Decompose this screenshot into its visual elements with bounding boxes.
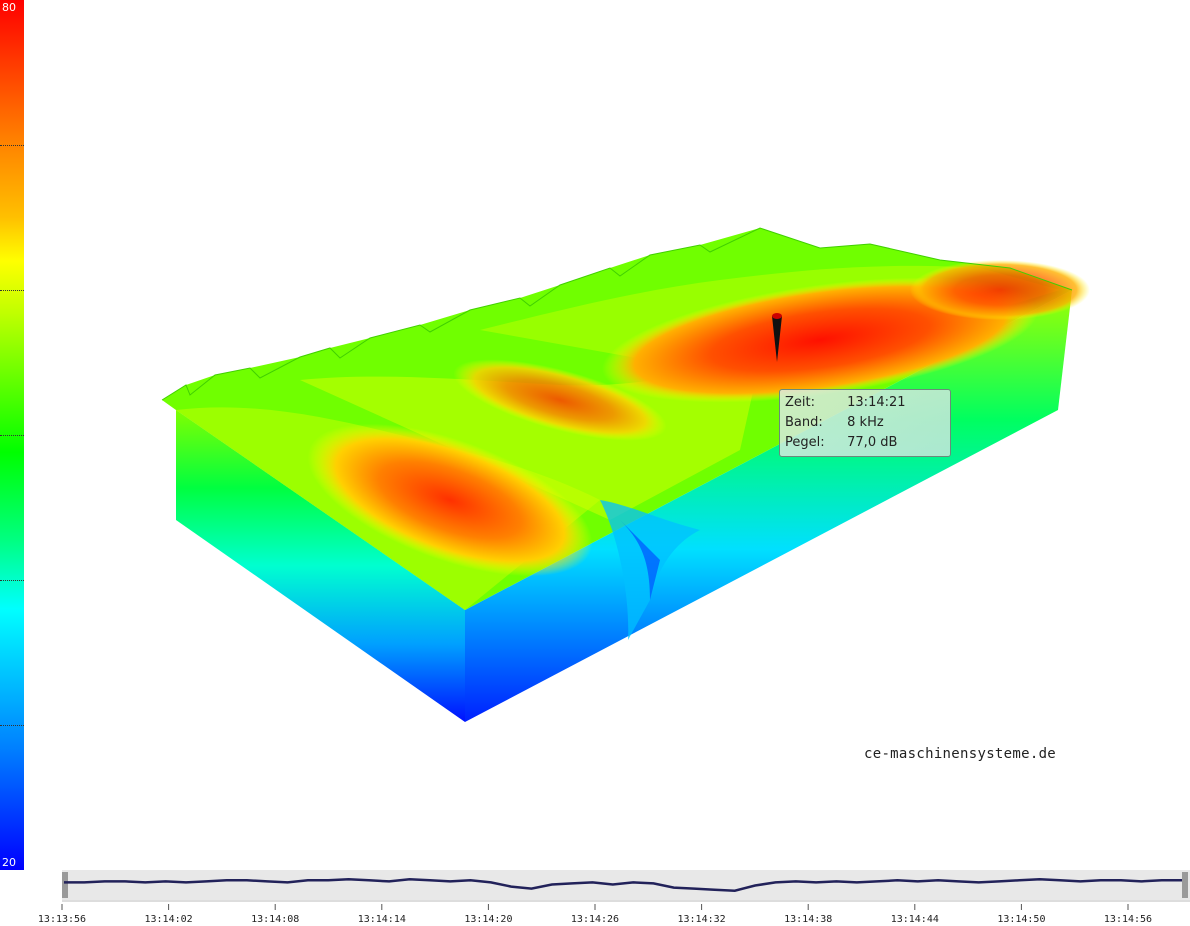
surface-front-face bbox=[176, 410, 465, 722]
hot-zone-right bbox=[602, 277, 1038, 403]
timeline-tick-label: 13:14:08 bbox=[251, 914, 299, 925]
timeline-tick-label: 13:14:14 bbox=[358, 914, 406, 925]
tooltip-band-key: Band: bbox=[785, 415, 823, 430]
color-scale-tick bbox=[0, 725, 24, 726]
hot-zone-middle bbox=[453, 359, 667, 441]
tooltip-level-value: 77,0 dB bbox=[847, 435, 898, 450]
tooltip-band-value: 8 kHz bbox=[847, 415, 884, 430]
timeline-tick-label: 13:14:44 bbox=[891, 914, 939, 925]
timeline-overview[interactable]: 13:13:56 13:14:02 13:14:08 13:14:14 13:14:20… bbox=[0, 868, 1190, 926]
timeline-tick-label: 13:14:38 bbox=[784, 914, 832, 925]
surface-valley bbox=[620, 520, 660, 600]
color-scale-tick bbox=[0, 435, 24, 436]
timeline-right-handle[interactable] bbox=[1182, 872, 1188, 898]
tooltip-time-key: Zeit: bbox=[785, 395, 815, 410]
timeline-tick-label: 13:14:50 bbox=[997, 914, 1045, 925]
timeline-level-trace bbox=[64, 878, 1182, 892]
timeline-tick-label: 13:14:32 bbox=[678, 914, 726, 925]
cursor-marker-head bbox=[772, 313, 782, 319]
timeline-tick-label: 13:13:56 bbox=[38, 914, 86, 925]
timeline-tick-label: 13:14:20 bbox=[464, 914, 512, 925]
timeline-tick-label: 13:14:26 bbox=[571, 914, 619, 925]
watermark-text: ce-maschinensysteme.de bbox=[864, 746, 1057, 762]
color-scale-tick bbox=[0, 290, 24, 291]
hot-zone-far bbox=[910, 260, 1090, 320]
surface-ridge bbox=[300, 360, 760, 520]
color-scale-min-label: 20 bbox=[2, 856, 16, 869]
tooltip-time-value: 13:14:21 bbox=[847, 395, 906, 410]
hot-zone-left bbox=[307, 423, 593, 577]
color-scale-bar: 80 20 bbox=[0, 0, 24, 870]
timeline-tick-label: 13:14:56 bbox=[1104, 914, 1152, 925]
color-scale-tick bbox=[0, 145, 24, 146]
data-tooltip: Zeit: 13:14:21 Band: 8 kHz Pegel: 77,0 d… bbox=[779, 389, 951, 457]
timeline-track bbox=[62, 870, 1190, 900]
color-scale-tick bbox=[0, 580, 24, 581]
tooltip-level-key: Pegel: bbox=[785, 435, 825, 450]
color-scale-max-label: 80 bbox=[2, 1, 16, 14]
timeline-tick-label: 13:14:02 bbox=[145, 914, 193, 925]
cursor-marker-icon bbox=[772, 316, 782, 362]
surface-back-edge bbox=[161, 227, 1073, 401]
timeline-left-handle[interactable] bbox=[62, 872, 68, 898]
spectrum-3d-surface[interactable] bbox=[0, 0, 1190, 870]
